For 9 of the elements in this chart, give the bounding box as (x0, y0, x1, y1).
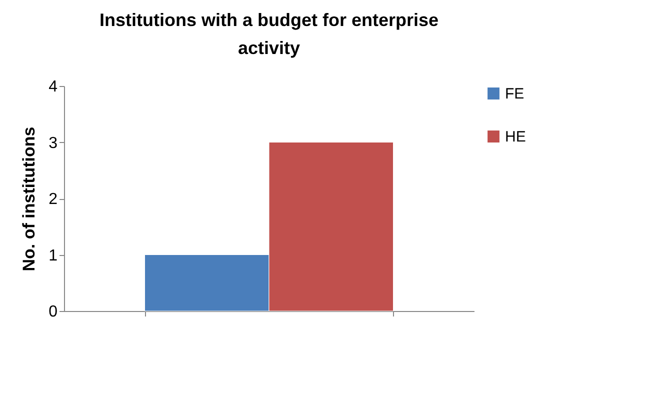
y-tick-label: 3 (48, 134, 58, 152)
y-axis-title: No. of institutions (20, 126, 39, 272)
y-tick-label: 2 (48, 191, 58, 208)
legend-label: HE (505, 128, 526, 146)
y-tick-label: 1 (48, 247, 58, 264)
y-tick-label: 4 (48, 78, 58, 96)
legend-label: FE (505, 86, 524, 102)
y-tick-label: 0 (48, 304, 58, 320)
chart-title: Institutions with a budget for enterprise activity (99, 10, 439, 58)
